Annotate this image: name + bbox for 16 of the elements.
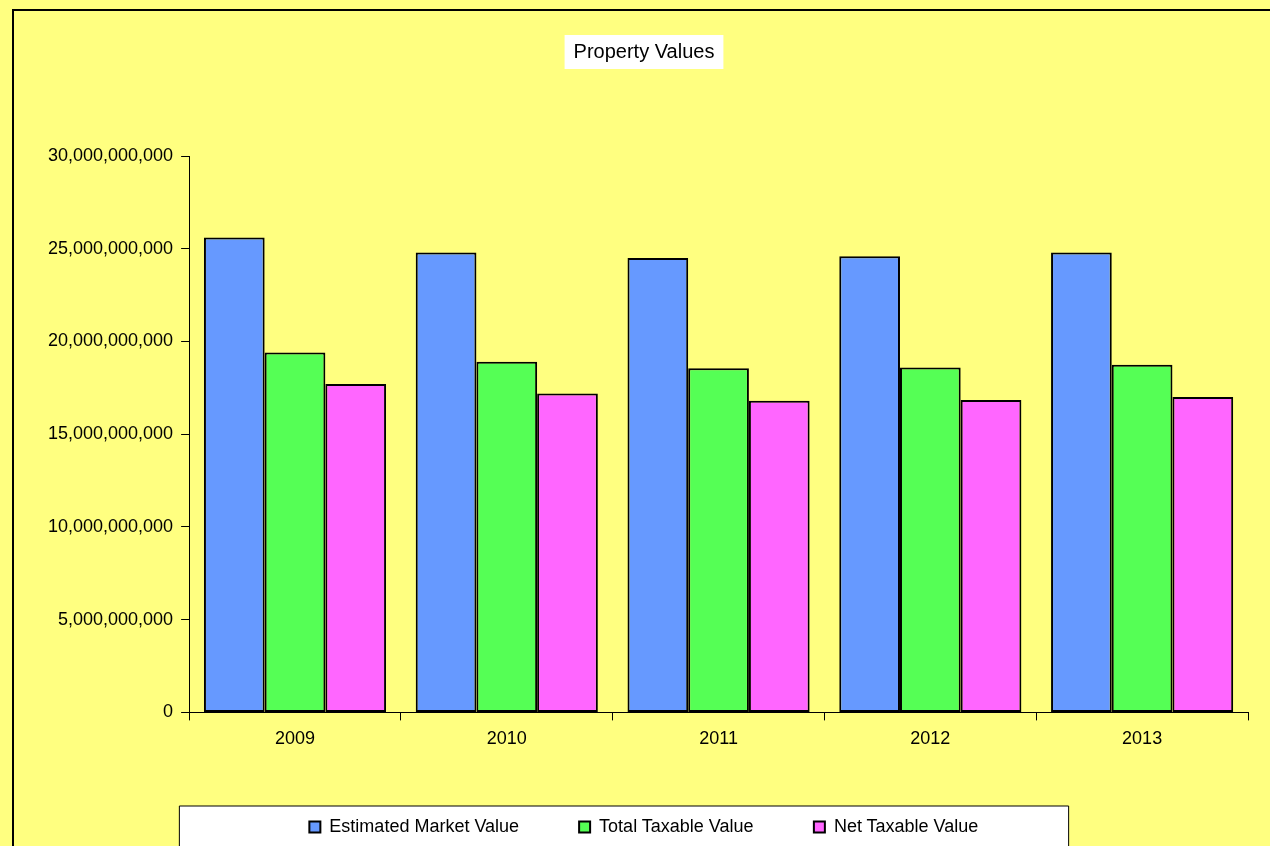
y-tick-label: 0 [163, 701, 174, 722]
chart-title: Property Values [573, 39, 715, 62]
x-tick-label: 2009 [274, 728, 316, 749]
y-tick-label: 10,000,000,000 [48, 515, 174, 536]
legend-label: Net Taxable Value [833, 815, 979, 836]
y-tick-label: 15,000,000,000 [48, 423, 174, 444]
y-tick-label: 20,000,000,000 [48, 330, 174, 351]
x-tick-label: 2012 [910, 728, 951, 749]
y-tick-label: 25,000,000,000 [48, 237, 174, 258]
legend-label: Total Taxable Value [599, 815, 754, 836]
x-tick-label: 2013 [1122, 728, 1163, 749]
legend-label: Estimated Market Value [329, 815, 520, 836]
x-tick-label: 2010 [486, 728, 527, 749]
y-tick-label: 30,000,000,000 [48, 144, 174, 165]
x-tick-label: 2011 [699, 728, 738, 749]
y-tick-label: 5,000,000,000 [58, 608, 174, 629]
